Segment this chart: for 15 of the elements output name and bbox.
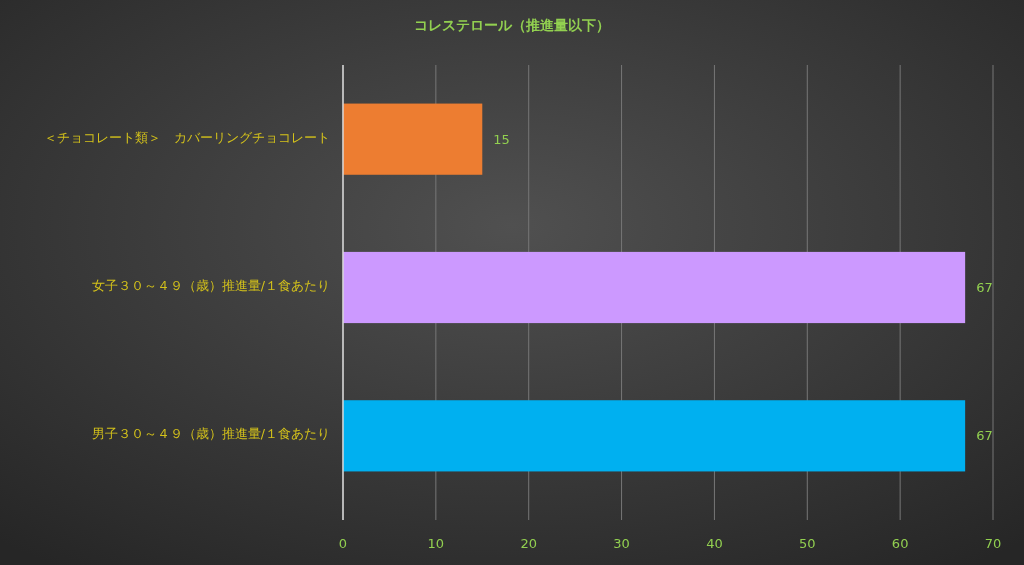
x-tick-label: 0 xyxy=(338,536,348,551)
chart-title: コレステロール（推進量以下） xyxy=(414,17,610,33)
data-label: 15 xyxy=(493,131,510,147)
x-tick-label: 10 xyxy=(427,536,445,551)
x-tick-label: 20 xyxy=(520,536,537,551)
data-label: 67 xyxy=(976,428,993,444)
x-tick-label: 30 xyxy=(613,536,630,551)
x-tick-label: 70 xyxy=(984,536,1002,551)
y-tick-label: ＜チョコレート類＞ カバーリングチョコレート xyxy=(44,129,330,145)
x-tick-label: 40 xyxy=(706,536,723,551)
x-tick-label: 50 xyxy=(799,536,816,551)
x-tick-label: 60 xyxy=(891,536,909,551)
y-tick-label: 女子３０～４９（歳）推進量/１食あたり xyxy=(91,277,330,293)
data-label: 67 xyxy=(976,280,993,296)
y-tick-label: 男子３０～４９（歳）推進量/１食あたり xyxy=(91,426,330,442)
